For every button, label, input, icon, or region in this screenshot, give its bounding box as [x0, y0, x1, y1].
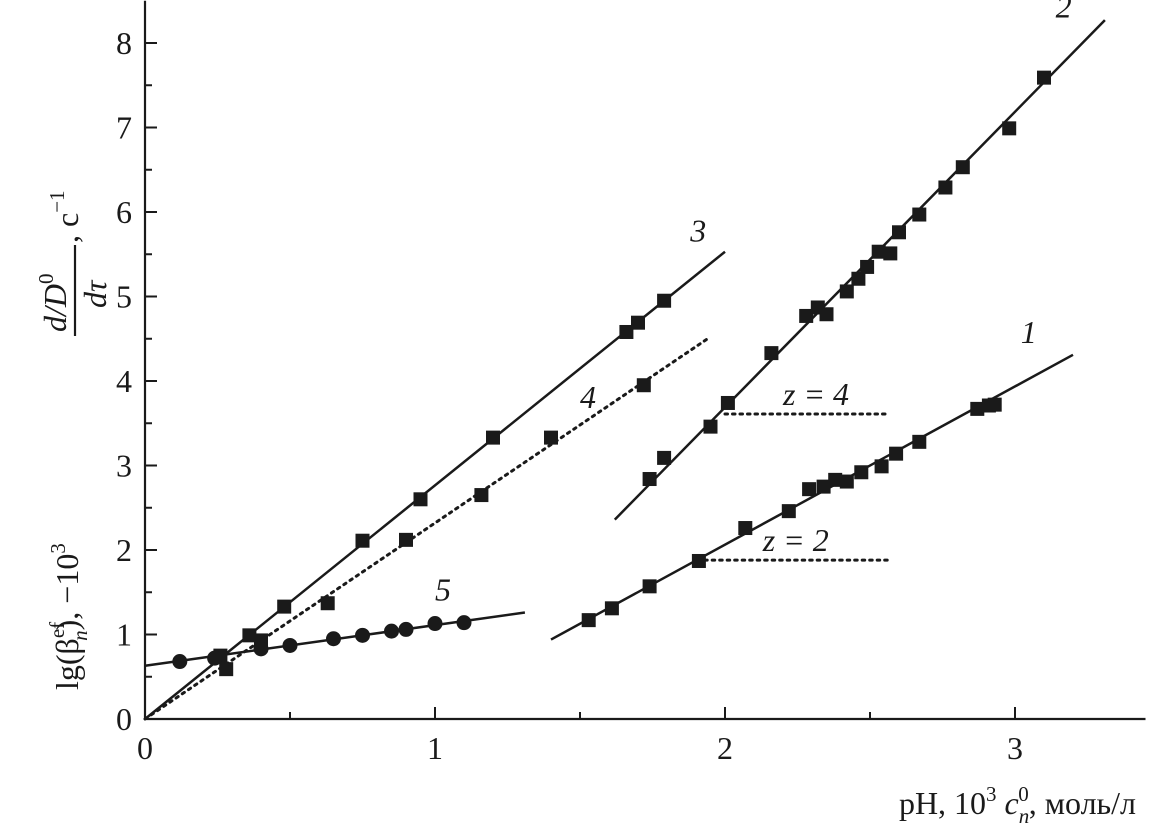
data-point-series-5 [398, 621, 414, 637]
svg-text:d/D0: d/D0 [34, 274, 73, 333]
data-point-series-1 [781, 504, 796, 519]
svg-text:lg(βefn), −103: lg(βefn), −103 [45, 543, 92, 690]
data-point-series-5 [326, 631, 341, 647]
data-point-series-1 [828, 472, 843, 487]
data-point-series-2 [860, 259, 875, 274]
data-point-series-2 [819, 307, 834, 322]
data-point-series-2 [642, 472, 657, 487]
data-point-series-3 [277, 599, 292, 614]
data-point-series-1 [816, 479, 831, 494]
data-point-series-2 [839, 284, 854, 299]
data-point-series-2 [871, 244, 886, 259]
data-point-series-2 [851, 271, 866, 286]
y-tick-label: 3 [116, 448, 132, 484]
data-point-series-1 [970, 401, 985, 416]
fit-line-series-2 [613, 19, 1106, 521]
data-point-series-1 [839, 474, 854, 489]
data-point-series-3 [657, 293, 672, 308]
y-tick-label: 8 [116, 25, 132, 61]
curve-label-1: 1 [1021, 314, 1037, 350]
y-tick-label: 6 [116, 194, 132, 230]
x-tick-label: 3 [1007, 730, 1023, 766]
data-point-series-5 [207, 650, 223, 666]
data-point-series-4 [399, 532, 413, 547]
data-point-series-5 [355, 627, 370, 643]
data-point-series-3 [486, 430, 500, 445]
data-point-series-1 [642, 579, 657, 594]
fit-lines [143, 19, 1106, 721]
data-point-series-2 [955, 160, 970, 175]
y-tick-label: 2 [116, 532, 132, 568]
data-point-series-5 [282, 637, 298, 653]
curve-label-2: 2 [1056, 0, 1072, 25]
y-tick-label: 0 [116, 701, 132, 737]
data-point-series-1 [738, 521, 753, 536]
data-point-series-5 [427, 616, 443, 632]
annotation-label: z = 2 [762, 522, 829, 558]
data-point-series-1 [889, 446, 904, 461]
curve-label-4: 4 [580, 379, 596, 415]
data-point-series-4 [320, 596, 335, 611]
data-point-series-2 [883, 246, 898, 261]
data-point-series-1 [604, 601, 619, 616]
data-point-series-2 [1037, 70, 1051, 85]
axes [143, 0, 1146, 721]
data-point-series-2 [703, 419, 718, 434]
x-tick-label: 2 [717, 730, 733, 766]
data-point-series-2 [799, 308, 814, 323]
data-point-series-3 [242, 628, 257, 643]
data-point-series-3 [219, 662, 234, 677]
data-point-series-2 [892, 225, 906, 240]
data-point-series-4 [474, 488, 489, 503]
data-point-series-2 [1002, 121, 1017, 136]
curve-labels: 1 2 3 4 5 [435, 0, 1072, 608]
data-point-series-1 [874, 459, 889, 474]
data-point-series-2 [720, 395, 735, 410]
ticks: 0 1 2 3 0 1 2 3 4 5 6 7 8 [116, 25, 1023, 766]
y-axis-title: lg(βefn), −103 d/D0 dτ , с−1 [34, 190, 113, 690]
data-point-series-1 [987, 397, 1002, 412]
y-tick-label: 7 [116, 110, 132, 146]
x-tick-label: 1 [427, 730, 443, 766]
data-point-series-3 [631, 315, 645, 330]
svg-text:dτ: dτ [77, 279, 113, 308]
svg-text:, с−1: , с−1 [45, 190, 85, 243]
data-point-series-1 [912, 434, 927, 449]
curve-label-3: 3 [689, 213, 706, 249]
data-point-series-2 [912, 207, 927, 222]
x-tick-label: 0 [137, 730, 153, 766]
data-point-series-4 [544, 430, 558, 445]
y-tick-label: 1 [116, 617, 132, 653]
y-tick-label: 4 [116, 363, 132, 399]
data-marks [172, 70, 1051, 677]
data-point-series-2 [764, 346, 779, 361]
x-axis-title: pH, 103 cn0, моль/л [899, 782, 1136, 828]
data-point-series-2 [938, 180, 953, 195]
fit-line-series-4 [143, 337, 710, 721]
data-point-series-5 [253, 641, 269, 657]
data-point-series-3 [619, 324, 634, 339]
data-point-series-5 [384, 623, 399, 639]
y-tick-label: 5 [116, 279, 132, 315]
curve-label-5: 5 [435, 572, 451, 608]
data-point-series-1 [854, 465, 869, 480]
data-point-series-1 [581, 613, 596, 628]
data-point-series-1 [691, 553, 706, 568]
annotation-label: z = 4 [782, 376, 849, 412]
data-point-series-3 [413, 492, 428, 507]
data-point-series-5 [456, 615, 472, 631]
data-point-series-1 [802, 482, 817, 497]
reference-lines: z = 4 z = 2 [703, 376, 889, 562]
data-point-series-5 [172, 654, 188, 670]
data-point-series-4 [636, 378, 651, 393]
data-point-series-2 [657, 450, 672, 465]
data-point-series-3 [355, 533, 370, 548]
